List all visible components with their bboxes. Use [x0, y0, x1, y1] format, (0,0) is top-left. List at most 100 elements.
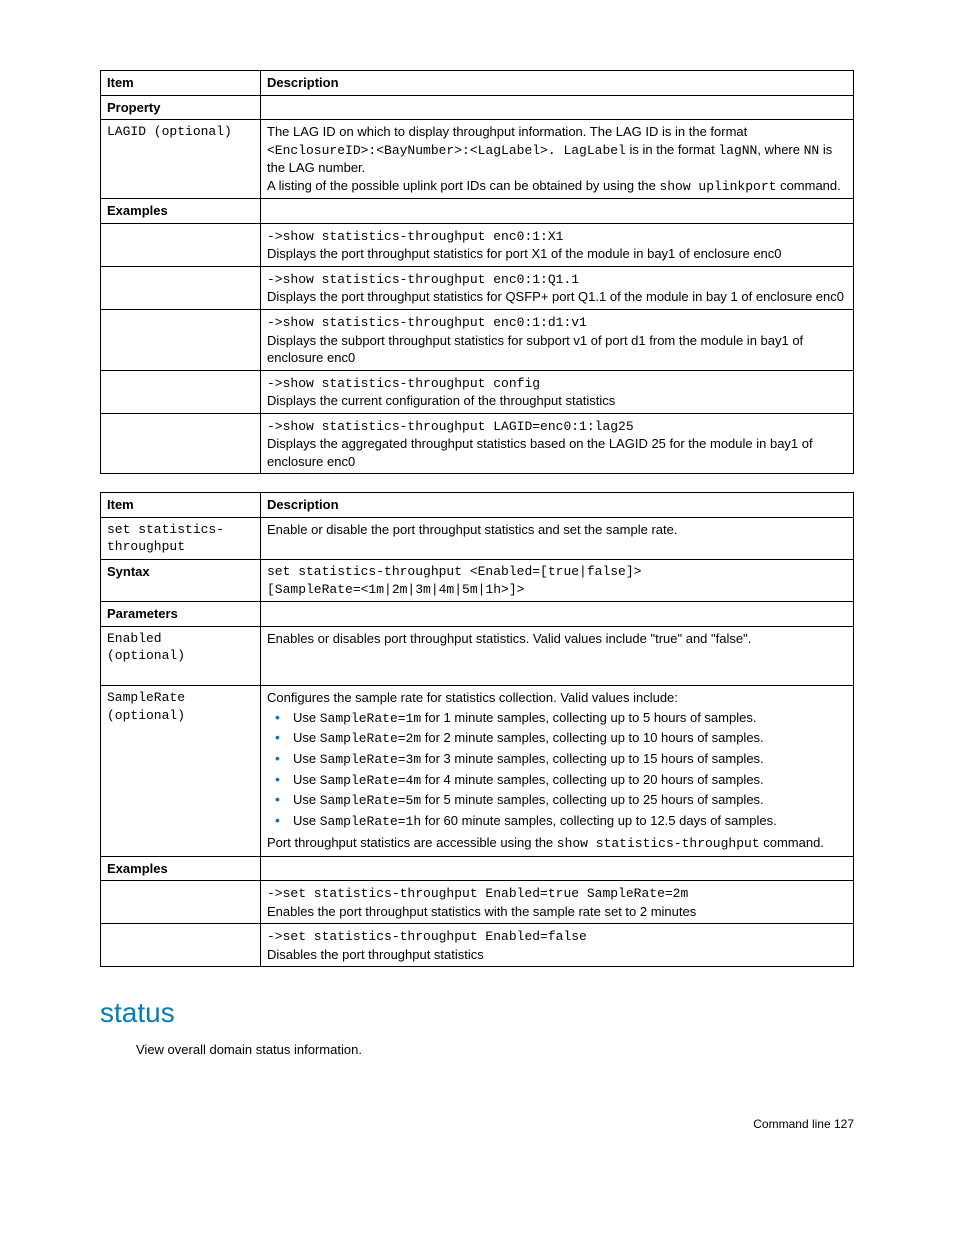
- text: A listing of the possible uplink port ID…: [267, 178, 659, 193]
- text: command.: [760, 835, 824, 850]
- example-cell: ->show statistics-throughput config Disp…: [261, 370, 854, 413]
- text: Use: [293, 730, 320, 745]
- list-item: Use SampleRate=1h for 60 minute samples,…: [289, 812, 847, 831]
- example-cell: ->show statistics-throughput LAGID=enc0:…: [261, 413, 854, 474]
- text: for 1 minute samples, collecting up to 5…: [421, 710, 756, 725]
- text: for 4 minute samples, collecting up to 2…: [421, 772, 764, 787]
- empty-cell: [101, 370, 261, 413]
- table-row: ->set statistics-throughput Enabled=fals…: [101, 924, 854, 967]
- col-header-desc: Description: [261, 493, 854, 518]
- params-label: Parameters: [101, 602, 261, 627]
- code-text: lagNN: [718, 143, 757, 158]
- enabled-desc: Enables or disables port throughput stat…: [261, 626, 854, 686]
- empty-cell: [261, 199, 854, 224]
- text: Use: [293, 710, 320, 725]
- empty-cell: [101, 924, 261, 967]
- table-set-stats: Item Description set statistics-throughp…: [100, 492, 854, 967]
- code-text: SampleRate=4m: [320, 773, 421, 788]
- code-text: SampleRate=1m: [320, 711, 421, 726]
- code-text: SampleRate=2m: [320, 731, 421, 746]
- table-row: Examples: [101, 856, 854, 881]
- property-label: Property: [101, 95, 261, 120]
- table-row: Parameters: [101, 602, 854, 627]
- text: Use: [293, 751, 320, 766]
- list-item: Use SampleRate=4m for 4 minute samples, …: [289, 771, 847, 790]
- desc-text: Displays the aggregated throughput stati…: [267, 436, 813, 469]
- text: Enabled: [107, 631, 162, 646]
- command-text: ->set statistics-throughput Enabled=true…: [267, 886, 688, 901]
- desc-text: Enables the port throughput statistics w…: [267, 904, 696, 919]
- desc-text: Displays the current configuration of th…: [267, 393, 615, 408]
- text: for 5 minute samples, collecting up to 2…: [421, 792, 764, 807]
- samplerate-desc: Configures the sample rate for statistic…: [261, 686, 854, 856]
- table-row: Property: [101, 95, 854, 120]
- lagid-item: LAGID (optional): [101, 120, 261, 199]
- text: Use: [293, 792, 320, 807]
- page-container: Item Description Property LAGID (optiona…: [0, 0, 954, 1171]
- col-header-desc: Description: [261, 71, 854, 96]
- text: Use: [293, 772, 320, 787]
- command-text: ->set statistics-throughput Enabled=fals…: [267, 929, 587, 944]
- empty-cell: [101, 881, 261, 924]
- command-text: ->show statistics-throughput enc0:1:d1:v…: [267, 315, 587, 330]
- bullet-list: Use SampleRate=1m for 1 minute samples, …: [267, 709, 847, 830]
- text: Port throughput statistics are accessibl…: [267, 835, 557, 850]
- table-row: ->show statistics-throughput enc0:1:Q1.1…: [101, 266, 854, 309]
- syntax-label: Syntax: [101, 560, 261, 602]
- table-row: Examples: [101, 199, 854, 224]
- example-cell: ->show statistics-throughput enc0:1:X1 D…: [261, 223, 854, 266]
- code-text: set statistics-throughput <Enabled=[true…: [267, 564, 641, 579]
- empty-cell: [101, 310, 261, 371]
- samplerate-item: SampleRate (optional): [101, 686, 261, 856]
- command-text: ->show statistics-throughput enc0:1:Q1.1: [267, 272, 579, 287]
- table-row: LAGID (optional) The LAG ID on which to …: [101, 120, 854, 199]
- table-show-stats: Item Description Property LAGID (optiona…: [100, 70, 854, 474]
- set-item: set statistics-throughput: [101, 517, 261, 559]
- desc-text: Displays the subport throughput statisti…: [267, 333, 803, 366]
- table-row: ->show statistics-throughput LAGID=enc0:…: [101, 413, 854, 474]
- text: command.: [776, 178, 840, 193]
- desc-text: Displays the port throughput statistics …: [267, 246, 782, 261]
- code-text: [SampleRate=<1m|2m|3m|4m|5m|1h>]>: [267, 582, 524, 597]
- empty-cell: [261, 602, 854, 627]
- text: (optional): [107, 648, 185, 663]
- col-header-item: Item: [101, 71, 261, 96]
- code-text: NN: [804, 143, 820, 158]
- code-text: <EnclosureID>:<BayNumber>:<LagLabel>. La…: [267, 143, 626, 158]
- text: for 3 minute samples, collecting up to 1…: [421, 751, 764, 766]
- text: , where: [757, 142, 803, 157]
- empty-cell: [261, 856, 854, 881]
- table-row: SampleRate (optional) Configures the sam…: [101, 686, 854, 856]
- list-item: Use SampleRate=2m for 2 minute samples, …: [289, 729, 847, 748]
- code-text: show uplinkport: [659, 179, 776, 194]
- desc-text: Disables the port throughput statistics: [267, 947, 484, 962]
- table-row: ->set statistics-throughput Enabled=true…: [101, 881, 854, 924]
- empty-cell: [261, 95, 854, 120]
- table-row: Item Description: [101, 71, 854, 96]
- text: Use: [293, 813, 320, 828]
- section-body: View overall domain status information.: [136, 1042, 854, 1057]
- code-text: SampleRate=3m: [320, 752, 421, 767]
- example-cell: ->show statistics-throughput enc0:1:Q1.1…: [261, 266, 854, 309]
- text: is in the format: [626, 142, 718, 157]
- table-row: ->show statistics-throughput enc0:1:d1:v…: [101, 310, 854, 371]
- code-text: SampleRate=5m: [320, 793, 421, 808]
- examples-label: Examples: [101, 856, 261, 881]
- table-row: Syntax set statistics-throughput <Enable…: [101, 560, 854, 602]
- command-text: ->show statistics-throughput enc0:1:X1: [267, 229, 563, 244]
- syntax-cell: set statistics-throughput <Enabled=[true…: [261, 560, 854, 602]
- table-row: Enabled (optional) Enables or disables p…: [101, 626, 854, 686]
- command-text: ->show statistics-throughput config: [267, 376, 540, 391]
- code-text: SampleRate=1h: [320, 814, 421, 829]
- table-row: ->show statistics-throughput enc0:1:X1 D…: [101, 223, 854, 266]
- empty-cell: [101, 266, 261, 309]
- enabled-item: Enabled (optional): [101, 626, 261, 686]
- example-cell: ->show statistics-throughput enc0:1:d1:v…: [261, 310, 854, 371]
- text: Configures the sample rate for statistic…: [267, 690, 678, 705]
- text: (optional): [107, 708, 185, 723]
- text: for 60 minute samples, collecting up to …: [421, 813, 777, 828]
- example-cell: ->set statistics-throughput Enabled=true…: [261, 881, 854, 924]
- list-item: Use SampleRate=5m for 5 minute samples, …: [289, 791, 847, 810]
- desc-text: Displays the port throughput statistics …: [267, 289, 844, 304]
- list-item: Use SampleRate=3m for 3 minute samples, …: [289, 750, 847, 769]
